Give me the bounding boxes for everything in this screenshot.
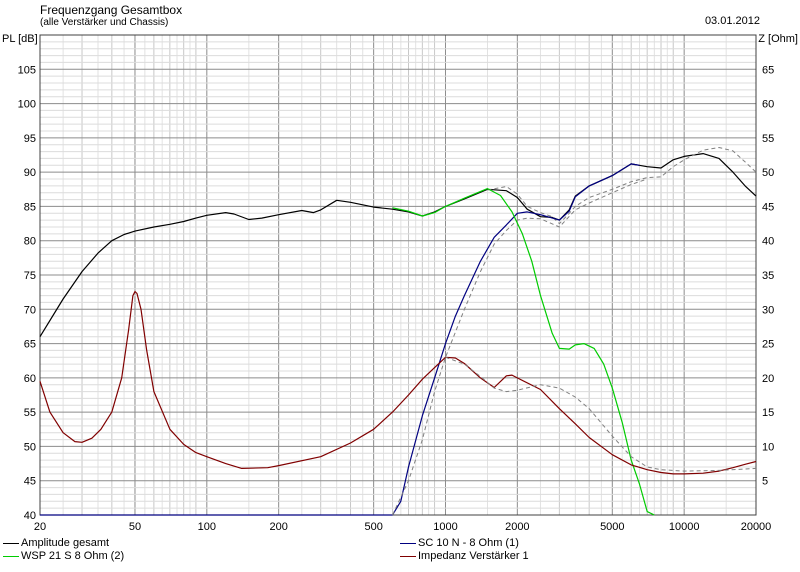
legend-item-impedanz: Impedanz Verstärker 1 (400, 550, 529, 562)
y-tick-label: 85 (24, 201, 36, 213)
chart-date: 03.01.2012 (704, 15, 760, 27)
series-line-4 (392, 188, 655, 516)
chart-title: Frequenzgang Gesamtbox (40, 3, 183, 17)
legend-swatch-sc10n (400, 542, 416, 544)
x-tick-label: 2000 (505, 521, 529, 533)
legend-swatch-wsp21s (3, 555, 19, 557)
series-line-1 (487, 147, 757, 225)
legend-item-wsp21s: WSP 21 S 8 Ohm (2) (3, 550, 124, 562)
y-tick-label: 100 (18, 99, 36, 111)
y-tick-label: 60 (24, 373, 36, 385)
y2-tick-label: 10 (762, 441, 774, 453)
x-tick-label: 5000 (600, 521, 624, 533)
y-tick-label: 70 (24, 304, 36, 316)
y2-tick-label: 25 (762, 339, 774, 351)
y2-tick-label: 65 (762, 64, 774, 76)
legend-swatch-amplitude (3, 542, 19, 544)
y2-tick-label: 30 (762, 304, 774, 316)
x-tick-label: 500 (364, 521, 382, 533)
series-line-2 (40, 163, 640, 516)
y-tick-label: 40 (24, 510, 36, 522)
y2-tick-label: 55 (762, 133, 774, 145)
legend-swatch-impedanz (400, 555, 416, 557)
y2-tick-label: 35 (762, 270, 774, 282)
legend-label-wsp21s: WSP 21 S 8 Ohm (2) (21, 550, 125, 562)
x-tick-label: 200 (269, 521, 287, 533)
y-tick-label: 105 (18, 64, 36, 76)
legend-item-sc10n: SC 10 N - 8 Ohm (1) (400, 537, 519, 549)
y2-tick-label: 60 (762, 99, 774, 111)
x-tick-label: 20000 (741, 521, 772, 533)
y2-tick-label: 20 (762, 373, 774, 385)
legend-item-amplitude: Amplitude gesamt (3, 537, 109, 549)
y2-tick-label: 15 (762, 407, 774, 419)
y2-tick-label: 40 (762, 236, 774, 248)
chart-subtitle: (alle Verstärker und Chassis) (40, 17, 169, 28)
y-tick-label: 80 (24, 236, 36, 248)
x-tick-label: 1000 (433, 521, 457, 533)
legend-label-amplitude: Amplitude gesamt (21, 537, 110, 549)
y2-tick-label: 5 (762, 476, 768, 488)
y2-tick-label: 45 (762, 201, 774, 213)
legend-label-impedanz: Impedanz Verstärker 1 (418, 550, 529, 562)
x-tick-label: 50 (129, 521, 141, 533)
y-tick-label: 55 (24, 407, 36, 419)
series-line-6 (445, 356, 757, 472)
y-tick-label: 45 (24, 476, 36, 488)
series-line-3 (392, 178, 648, 516)
y-tick-label: 50 (24, 441, 36, 453)
y-tick-label: 95 (24, 133, 36, 145)
y2-tick-label: 50 (762, 167, 774, 179)
y-tick-label: 65 (24, 339, 36, 351)
x-tick-label: 100 (198, 521, 216, 533)
x-tick-label: 10000 (669, 521, 700, 533)
y-axis-label-left: PL [dB] (2, 33, 38, 45)
legend-label-sc10n: SC 10 N - 8 Ohm (1) (418, 537, 519, 549)
series-line-5 (39, 290, 757, 475)
plot-frame (39, 34, 757, 516)
y-tick-label: 75 (24, 270, 36, 282)
x-tick-label: 20 (34, 521, 46, 533)
y-axis-label-right: Z [Ohm] (758, 33, 798, 45)
y-tick-label: 90 (24, 167, 36, 179)
